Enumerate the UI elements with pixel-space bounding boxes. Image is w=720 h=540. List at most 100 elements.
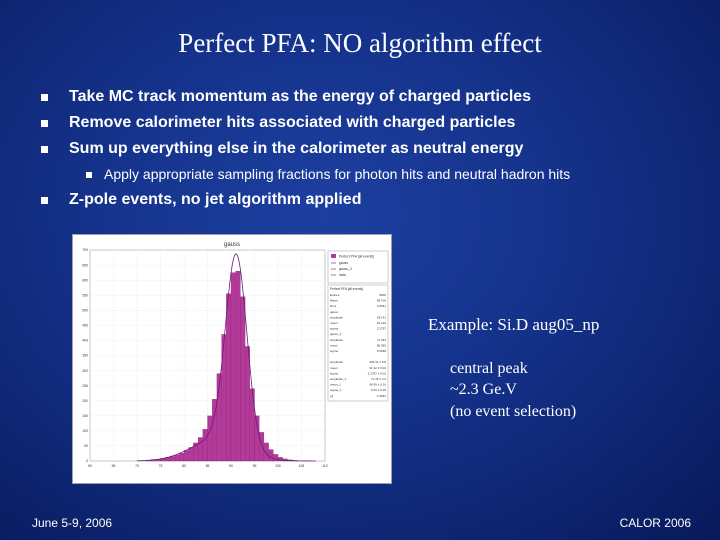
example-label: Example: Si.D aug05_np — [428, 315, 600, 334]
stats-key: sigma — [330, 327, 338, 331]
legend-swatch — [331, 254, 336, 258]
stats-key: mean — [330, 366, 338, 370]
y-tick-label: 450 — [82, 324, 88, 328]
stats-key: amplitude_1 — [330, 377, 347, 381]
stats-value: 89.709 — [377, 299, 387, 303]
stats-key: amplitude — [330, 338, 343, 342]
y-tick-label: 100 — [82, 429, 88, 433]
footer-conference: CALOR 2006 — [619, 516, 691, 530]
note-line: central peak — [450, 360, 528, 377]
y-tick-label: 350 — [82, 354, 88, 358]
y-tick-label: 0 — [86, 459, 88, 463]
fit-curve — [136, 253, 316, 462]
square-bullet-icon — [41, 94, 48, 101]
stats-value: 5.53 ± 0.15 — [371, 388, 386, 392]
stats-title: Perfect PFA [all events] — [330, 287, 363, 291]
legend-entry: data — [339, 273, 346, 277]
histogram-bar — [249, 388, 255, 462]
plot-stats-box: Perfect PFA [all events] Entries 8606 Mean… — [327, 284, 389, 402]
square-bullet-icon — [41, 197, 48, 204]
y-tick-label: 250 — [82, 384, 88, 388]
legend-entry: gauss_3 — [339, 267, 352, 271]
stats-key: sigma_1 — [330, 388, 342, 392]
stats-key: amplitude — [330, 315, 343, 319]
stats-value: 71.46 ± 4.0 — [371, 377, 386, 381]
histogram-bar — [268, 449, 274, 462]
plot-title: gauss — [224, 242, 240, 248]
legend-entry: Perfect PFA [all events] — [339, 255, 374, 259]
stats-key: gauss — [330, 310, 339, 314]
histogram-bar — [169, 456, 175, 462]
x-tick-label: 85 — [206, 464, 210, 468]
histogram-bar — [259, 432, 265, 462]
histogram-bars — [146, 270, 297, 462]
x-tick-label: 100 — [275, 464, 281, 468]
stats-key: mean_1 — [330, 383, 341, 387]
x-tick-label: 60 — [88, 464, 92, 468]
note-line: ~2.3 Ge.V — [450, 381, 517, 398]
stats-value: 1.0691 — [377, 394, 387, 398]
y-tick-label: 550 — [82, 293, 88, 297]
stats-value: 2.2797 — [377, 327, 387, 331]
stats-key: mean — [330, 321, 338, 325]
sub-bullet-text: Apply appropriate sampling fractions for… — [104, 166, 571, 182]
stats-value: 71.463 — [377, 338, 387, 342]
stats-key: sigma — [330, 349, 338, 353]
footer-date: June 5-9, 2006 — [32, 516, 113, 530]
stats-key: Rms — [330, 304, 337, 308]
x-tick-label: 105 — [299, 464, 305, 468]
histogram-bar — [244, 346, 250, 462]
legend-entry: gauss — [339, 261, 348, 265]
plot-legend: Perfect PFA [all events] gauss gauss_3 d… — [327, 250, 389, 284]
y-tick-label: 200 — [82, 399, 88, 403]
x-tick-label: 80 — [182, 464, 186, 468]
note-line: (no event selection) — [450, 403, 577, 420]
stats-key: mean — [330, 343, 338, 347]
histogram-bar — [221, 334, 227, 462]
x-tick-label: 95 — [253, 464, 257, 468]
y-tick-label: 650 — [82, 263, 88, 267]
y-tick-label: 400 — [82, 339, 88, 343]
histogram-bar — [235, 270, 241, 462]
histogram-bar — [273, 454, 279, 462]
y-tick-label: 300 — [82, 369, 88, 373]
square-bullet-icon — [86, 172, 92, 178]
y-tick-label: 600 — [82, 278, 88, 282]
y-tick-labels: 0 50 100 150 200 250 300 350 400 450 500 550 600 650 7… — [82, 248, 88, 463]
bullet-text: Take MC track momentum as the energy of … — [69, 88, 532, 105]
stats-value: 86.99 ± 0.16 — [369, 383, 386, 387]
stats-value: 91.120 — [377, 321, 387, 325]
bullet-text: Sum up everything else in the calorimete… — [69, 140, 524, 157]
stats-value: 633.41 ± 5.8 — [369, 360, 386, 364]
stats-key: Entries — [330, 293, 340, 297]
stats-value: 91.12 ± 0.02 — [369, 366, 386, 370]
stats-value: 633.41 — [377, 315, 387, 319]
histogram-plot: gauss 0 50 100 150 200 250 300 350 400 450 500 550 6… — [72, 234, 392, 484]
histogram-bar — [277, 457, 283, 462]
bullet-text: Remove calorimeter hits associated with … — [69, 114, 516, 131]
stats-key: gauss_3 — [330, 332, 342, 336]
stats-value: 4.0541 — [377, 304, 387, 308]
stats-key: sigma — [330, 371, 338, 375]
stats-value: 5.5298 — [377, 349, 387, 353]
histogram-bar — [226, 293, 232, 462]
y-tick-label: 500 — [82, 308, 88, 312]
slide-title: Perfect PFA: NO algorithm effect — [178, 28, 542, 58]
y-tick-label: 700 — [82, 248, 88, 252]
x-tick-label: 110 — [322, 464, 328, 468]
x-tick-label: 75 — [159, 464, 163, 468]
stats-value: 86.990 — [377, 343, 387, 347]
square-bullet-icon — [41, 120, 48, 127]
histogram-bar — [183, 450, 189, 462]
x-tick-label: 65 — [112, 464, 116, 468]
histogram-bar — [202, 429, 208, 462]
bullet-text: Z-pole events, no jet algorithm applied — [69, 191, 362, 208]
y-tick-label: 150 — [82, 414, 88, 418]
square-bullet-icon — [41, 146, 48, 153]
histogram-bar — [174, 454, 180, 462]
x-tick-labels: 60 65 70 75 80 85 90 95 100 105 110 — [88, 464, 328, 468]
x-tick-label: 90 — [229, 464, 233, 468]
stats-key: Mean — [330, 299, 338, 303]
histogram-bar — [179, 453, 185, 462]
stats-value: 2.2797 ± 0.02 — [368, 371, 387, 375]
